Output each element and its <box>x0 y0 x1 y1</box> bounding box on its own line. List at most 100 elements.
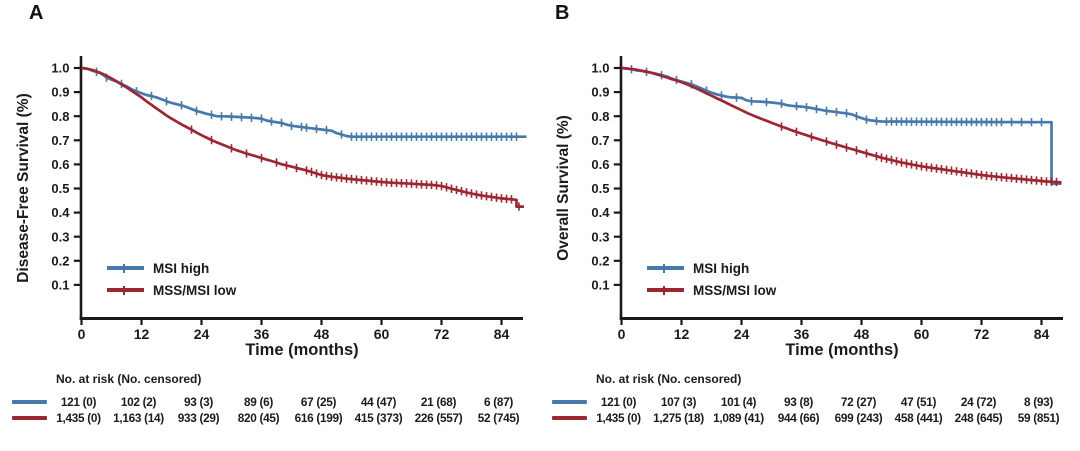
y-tick-label: 0.4 <box>51 205 70 220</box>
risk-swatch-msi-high <box>552 400 587 404</box>
risk-cell-msi-high-0mo: 121 (0) <box>600 395 637 409</box>
panel-b-risk-table-header: No. at risk (No. censored) <box>596 372 742 386</box>
panel-b-risk-row-mss-msi-low: 1,435 (0) 1,275 (18) 1,089 (41) 944 (66) 699… <box>540 411 1080 426</box>
x-tick-label: 12 <box>134 326 150 342</box>
x-tick-label: 72 <box>434 326 450 342</box>
x-tick-label: 24 <box>194 326 210 342</box>
y-tick-label: 0.2 <box>591 253 609 268</box>
risk-cell-mss-msi-low-0mo: 1,435 (0) <box>56 411 101 425</box>
y-tick-label: 0.3 <box>51 229 69 244</box>
risk-cell-mss-msi-low-72mo: 248 (645) <box>954 411 1003 425</box>
risk-cell-mss-msi-low-72mo: 226 (557) <box>414 411 463 425</box>
risk-cell-msi-high-36mo: 93 (8) <box>783 395 814 409</box>
risk-cell-mss-msi-low-36mo: 820 (45) <box>237 411 280 425</box>
y-tick-label: 0.5 <box>591 181 609 196</box>
legend-label-msi-high: MSI high <box>153 260 210 276</box>
risk-cell-msi-high-60mo: 44 (47) <box>360 395 397 409</box>
x-tick-label: 84 <box>494 326 510 342</box>
censor-tick-glyph <box>663 285 666 295</box>
x-tick-label: 0 <box>78 326 86 342</box>
x-tick-label: 72 <box>974 326 990 342</box>
risk-cell-msi-high-60mo: 47 (51) <box>900 395 937 409</box>
y-tick-label: 0.5 <box>51 181 69 196</box>
panel-a-risk-row-mss-msi-low: 1,435 (0) 1,163 (14) 933 (29) 820 (45) 616 (… <box>0 411 540 426</box>
risk-cell-mss-msi-low-12mo: 1,163 (14) <box>113 411 164 425</box>
panel-b-legend: MSI high MSS/MSI low <box>647 257 776 301</box>
y-tick-label: 0.6 <box>591 157 609 172</box>
panel-b-label: B <box>555 2 570 24</box>
y-tick-label: 0.9 <box>51 85 69 100</box>
x-tick-label: 84 <box>1034 326 1050 342</box>
msi-high-line-swatch <box>107 263 144 273</box>
risk-cell-msi-high-84mo: 6 (87) <box>483 395 514 409</box>
risk-cell-mss-msi-low-0mo: 1,435 (0) <box>596 411 641 425</box>
y-tick-label: 0.7 <box>51 133 69 148</box>
y-tick-label: 0.9 <box>591 85 609 100</box>
panel-a-legend: MSI high MSS/MSI low <box>107 257 236 301</box>
risk-cell-msi-high-48mo: 67 (25) <box>300 395 337 409</box>
legend-item-msi-high: MSI high <box>647 257 776 279</box>
x-tick-label: 48 <box>314 326 330 342</box>
y-tick-label: 0.8 <box>51 109 69 124</box>
risk-cell-mss-msi-low-60mo: 458 (441) <box>894 411 943 425</box>
risk-cell-msi-high-12mo: 102 (2) <box>120 395 157 409</box>
panel-a-risk-table-header: No. at risk (No. censored) <box>56 372 202 386</box>
panel-b-plot-svg: 1.0 0.9 0.8 0.7 0.6 0.5 0.4 0.3 0.2 0.1 0 12 24 36 48 6… <box>591 56 1063 342</box>
panel-b: B Overall Survival (%) 1.0 0.9 0.8 0.7 0.6 0.… <box>540 0 1080 451</box>
legend-item-msi-high: MSI high <box>107 257 236 279</box>
panel-a: A Disease-Free Survival (%) 1.0 0.9 0.8 0.7… <box>0 2 540 426</box>
y-tick-label: 0.6 <box>51 157 69 172</box>
y-tick-label: 0.3 <box>591 229 609 244</box>
panel-a-x-axis-title: Time (months) <box>245 341 359 359</box>
risk-cell-msi-high-84mo: 8 (93) <box>1023 395 1054 409</box>
risk-cell-msi-high-48mo: 72 (27) <box>840 395 877 409</box>
y-tick-label: 1.0 <box>591 61 609 76</box>
x-tick-label: 48 <box>854 326 870 342</box>
panel-a-risk-row-msi-high: 121 (0) 102 (2) 93 (3) 89 (6) 67 (25) 44 (47)… <box>0 395 540 410</box>
km-curve-mss-msi-low <box>621 66 1062 184</box>
legend-label-mss-msi-low: MSS/MSI low <box>153 282 237 298</box>
y-tick-label: 0.1 <box>591 278 609 293</box>
risk-cell-msi-high-0mo: 121 (0) <box>60 395 97 409</box>
legend-label-msi-high: MSI high <box>693 260 750 276</box>
x-tick-label: 60 <box>914 326 930 342</box>
panel-a-label: A <box>29 2 44 24</box>
censor-tick-glyph <box>123 285 126 295</box>
panel-b-x-axis-title: Time (months) <box>785 341 899 359</box>
risk-cell-msi-high-12mo: 107 (3) <box>660 395 697 409</box>
risk-cell-msi-high-36mo: 89 (6) <box>243 395 274 409</box>
legend-label-mss-msi-low: MSS/MSI low <box>693 282 777 298</box>
risk-cell-mss-msi-low-60mo: 415 (373) <box>354 411 403 425</box>
risk-cell-mss-msi-low-48mo: 616 (199) <box>294 411 343 425</box>
risk-cell-mss-msi-low-84mo: 59 (851) <box>1017 411 1060 425</box>
risk-swatch-msi-high <box>12 400 47 404</box>
x-tick-label: 12 <box>674 326 690 342</box>
risk-swatch-mss-msi-low <box>12 416 47 420</box>
x-tick-label: 60 <box>374 326 390 342</box>
y-tick-label: 0.1 <box>51 278 69 293</box>
risk-cell-mss-msi-low-24mo: 933 (29) <box>177 411 220 425</box>
y-tick-label: 0.8 <box>591 109 609 124</box>
y-tick-label: 1.0 <box>51 61 69 76</box>
y-tick-label: 0.7 <box>591 133 609 148</box>
x-tick-label: 0 <box>618 326 626 342</box>
risk-cell-mss-msi-low-48mo: 699 (243) <box>834 411 883 425</box>
y-tick-label: 0.2 <box>51 253 69 268</box>
mss-msi-low-line-swatch <box>107 285 144 295</box>
risk-swatch-mss-msi-low <box>552 416 587 420</box>
risk-cell-mss-msi-low-84mo: 52 (745) <box>477 411 520 425</box>
legend-item-mss-msi-low: MSS/MSI low <box>107 279 236 301</box>
panel-b-risk-row-msi-high: 121 (0) 107 (3) 101 (4) 93 (8) 72 (27) 47 (51… <box>540 395 1080 410</box>
risk-cell-mss-msi-low-36mo: 944 (66) <box>777 411 820 425</box>
x-tick-label: 24 <box>734 326 750 342</box>
risk-cell-mss-msi-low-12mo: 1,275 (18) <box>653 411 704 425</box>
censor-tick-glyph <box>123 263 126 273</box>
msi-high-line-swatch <box>647 263 684 273</box>
risk-cell-mss-msi-low-24mo: 1,089 (41) <box>713 411 764 425</box>
panel-a-plot-svg: 1.0 0.9 0.8 0.7 0.6 0.5 0.4 0.3 0.2 0.1 0 12 24 36 48 6… <box>51 56 527 342</box>
risk-cell-msi-high-24mo: 93 (3) <box>183 395 214 409</box>
y-tick-label: 0.4 <box>591 205 610 220</box>
censor-tick-glyph <box>663 263 666 273</box>
x-tick-label: 36 <box>794 326 810 342</box>
